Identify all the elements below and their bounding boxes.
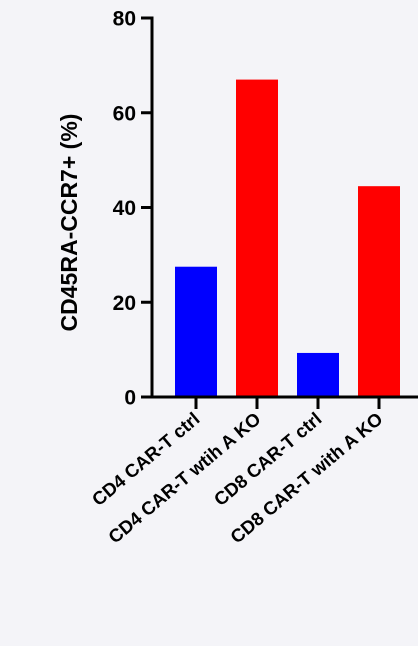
bar xyxy=(297,352,339,397)
bar xyxy=(358,186,400,397)
y-axis-label: CD45RA-CCR7+ (%) xyxy=(56,114,82,332)
x-axis-ticks xyxy=(194,397,381,409)
y-tick-label: 0 xyxy=(124,387,136,410)
bar xyxy=(236,79,278,398)
category-label: CD4 CAR-T ctrl xyxy=(88,408,204,510)
y-tick-label: 60 xyxy=(113,102,136,125)
bar xyxy=(175,266,217,397)
y-tick-label: 40 xyxy=(113,197,136,220)
y-axis-ticks: 0 20 40 60 80 xyxy=(113,8,152,410)
bars xyxy=(175,79,400,398)
y-tick-label: 20 xyxy=(113,292,136,315)
category-label: CD8 CAR-T ctrl xyxy=(210,408,326,510)
y-tick-label: 80 xyxy=(113,8,136,31)
